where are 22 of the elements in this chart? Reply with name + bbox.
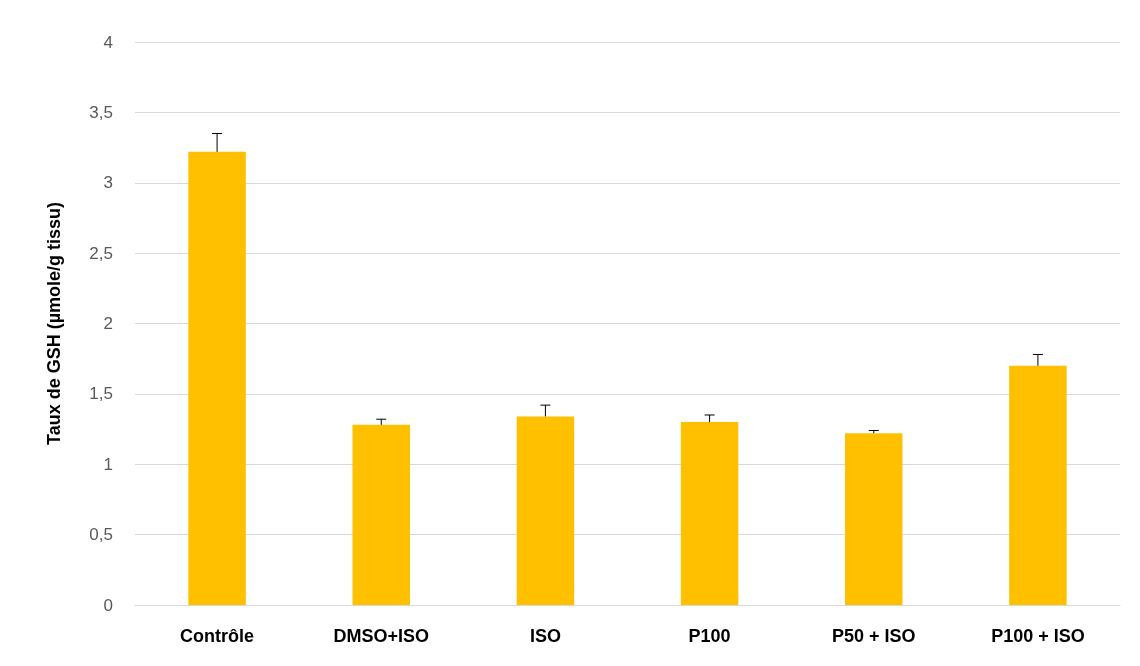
bar: [1009, 365, 1067, 605]
x-tick-label: P100: [688, 626, 731, 646]
y-tick-label: 1: [103, 454, 113, 474]
x-tick-label: Contrôle: [180, 626, 255, 646]
y-axis-title: Taux de GSH (µmole/g tissu): [44, 201, 64, 446]
bar: [352, 424, 410, 605]
bar: [680, 422, 739, 605]
x-tick-label: P100 + ISO: [991, 626, 1085, 646]
y-tick-label: 4: [103, 32, 113, 52]
x-tick-label: DMSO+ISO: [333, 626, 430, 646]
bar: [845, 433, 903, 605]
y-tick-label: 1,5: [89, 384, 113, 404]
bar: [188, 151, 246, 605]
y-tick-label: 3: [103, 173, 113, 193]
y-tick-label: 0: [103, 595, 113, 615]
y-tick-label: 2: [103, 314, 113, 333]
x-tick-label: ISO: [529, 626, 561, 646]
x-tick-label: P50 + ISO: [831, 626, 916, 646]
bar: [516, 416, 575, 605]
y-tick-label: 2,5: [89, 243, 113, 263]
y-tick-label: 3,5: [89, 102, 113, 122]
y-tick-label: 0,5: [89, 525, 113, 545]
